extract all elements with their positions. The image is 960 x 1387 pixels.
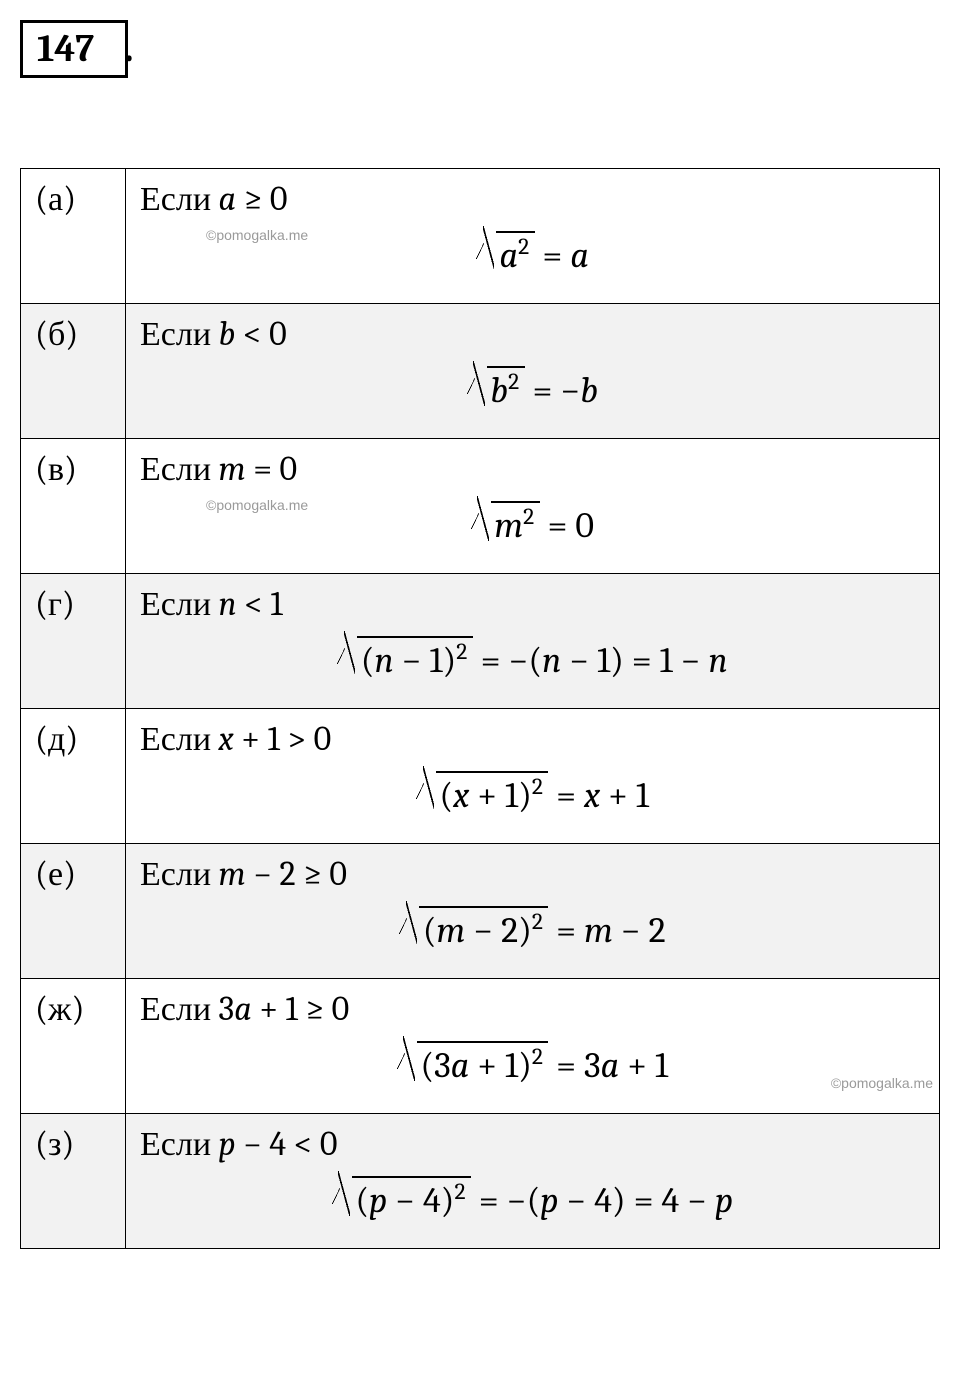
row-label: (ж) <box>21 979 126 1114</box>
sqrt-icon: (x + 1)2 <box>416 769 548 823</box>
row-label: (в) <box>21 439 126 574</box>
formula: (m − 2)2 = m − 2 <box>140 900 925 962</box>
condition: Если m = 0 <box>140 449 925 489</box>
sqrt-radicand: (n − 1)2 <box>357 636 473 685</box>
sqrt-icon: a2 <box>476 229 534 283</box>
condition: Если m − 2 ≥ 0 <box>140 854 925 894</box>
condition: Если p − 4 < 0 <box>140 1124 925 1164</box>
condition: Если a ≥ 0 <box>140 179 925 219</box>
watermark: ©pomogalka.me <box>206 497 308 513</box>
formula-rhs: = m − 2 <box>548 910 665 951</box>
formula-rhs: = x + 1 <box>548 775 649 816</box>
condition: Если 3a + 1 ≥ 0 <box>140 989 925 1029</box>
row-label: (а) <box>21 169 126 304</box>
formula: (x + 1)2 = x + 1 <box>140 765 925 827</box>
formula-rhs: = 3a + 1 <box>548 1045 668 1086</box>
formula: (p − 4)2 = −(p − 4) = 4 − p <box>140 1170 925 1232</box>
condition-prefix: Если <box>140 314 219 354</box>
condition-prefix: Если <box>140 989 219 1029</box>
row-content: Если m = 0 ©pomogalka.me m2 = 0 <box>126 439 940 574</box>
sqrt-icon: (p − 4)2 <box>332 1174 471 1228</box>
problem-number: 147 <box>37 27 94 71</box>
solutions-table: (а)Если a ≥ 0©pomogalka.mea2 = a(б)Если … <box>20 168 940 1249</box>
sqrt-radicand: (m − 2)2 <box>419 906 548 955</box>
watermark: ©pomogalka.me <box>831 1075 933 1091</box>
problem-number-box: 147 <box>20 20 128 78</box>
sqrt-radicand: a2 <box>496 231 535 280</box>
row-content: Если p − 4 < 0 (p − 4)2 = −(p − 4) = 4 − … <box>126 1114 940 1249</box>
condition-prefix: Если <box>140 854 219 894</box>
condition-math: n < 1 <box>219 584 283 624</box>
row-content: Если m − 2 ≥ 0 (m − 2)2 = m − 2 <box>126 844 940 979</box>
row-label: (б) <box>21 304 126 439</box>
condition-math: p − 4 < 0 <box>219 1124 338 1164</box>
table-row: (в) Если m = 0 ©pomogalka.me m2 = 0 <box>21 439 940 574</box>
formula-rhs: = 0 <box>540 505 594 546</box>
sqrt-icon: b2 <box>467 364 525 418</box>
sqrt-radicand: (p − 4)2 <box>352 1176 471 1225</box>
formula: (n − 1)2 = −(n − 1) = 1 − n <box>140 630 925 692</box>
row-label: (г) <box>21 574 126 709</box>
table-row: (ж)Если 3a + 1 ≥ 0©pomogalka.me(3a + 1)2… <box>21 979 940 1114</box>
row-content: Если b < 0 b2 = −b <box>126 304 940 439</box>
condition-prefix: Если <box>140 584 219 624</box>
condition: Если x + 1 > 0 <box>140 719 925 759</box>
row-label: (з) <box>21 1114 126 1249</box>
row-content: Если x + 1 > 0 (x + 1)2 = x + 1 <box>126 709 940 844</box>
sqrt-radicand: (x + 1)2 <box>436 771 548 820</box>
sqrt-icon: (m − 2)2 <box>399 904 548 958</box>
condition: Если b < 0 <box>140 314 925 354</box>
row-label: (е) <box>21 844 126 979</box>
condition-prefix: Если <box>140 179 219 219</box>
formula: (3a + 1)2 = 3a + 1 <box>140 1035 925 1097</box>
formula-rhs: = a <box>535 235 589 276</box>
row-content: Если n < 1 (n − 1)2 = −(n − 1) = 1 − n <box>126 574 940 709</box>
formula-rhs: = −(n − 1) = 1 − n <box>473 640 728 681</box>
formula: b2 = −b <box>140 360 925 422</box>
condition-prefix: Если <box>140 1124 219 1164</box>
condition-math: x + 1 > 0 <box>219 719 332 759</box>
sqrt-icon: (n − 1)2 <box>337 634 472 688</box>
condition-math: b < 0 <box>219 314 287 354</box>
condition-math: 3a + 1 ≥ 0 <box>219 989 350 1029</box>
row-content: Если 3a + 1 ≥ 0©pomogalka.me(3a + 1)2 = … <box>126 979 940 1114</box>
sqrt-radicand: b2 <box>487 366 525 415</box>
table-row: (а) Если a ≥ 0 ©pomogalka.me a2 = a <box>21 169 940 304</box>
row-content: Если a ≥ 0 ©pomogalka.me a2 = a <box>126 169 940 304</box>
condition-math: m = 0 <box>219 449 298 489</box>
sqrt-icon: (3a + 1)2 <box>397 1039 548 1093</box>
condition-math: m − 2 ≥ 0 <box>219 854 347 894</box>
sqrt-radicand: m2 <box>491 501 540 550</box>
table-row: (е) Если m − 2 ≥ 0 (m − 2)2 = m − 2 <box>21 844 940 979</box>
condition-math: a ≥ 0 <box>219 179 288 219</box>
condition-prefix: Если <box>140 449 219 489</box>
sqrt-radicand: (3a + 1)2 <box>417 1041 549 1090</box>
watermark: ©pomogalka.me <box>206 227 308 243</box>
table-row: (з) Если p − 4 < 0 (p − 4)2 = −(p − 4) = 4… <box>21 1114 940 1249</box>
condition: Если n < 1 <box>140 584 925 624</box>
formula-rhs: = −b <box>525 370 599 411</box>
sqrt-icon: m2 <box>471 499 540 553</box>
table-row: (б) Если b < 0 b2 = −b <box>21 304 940 439</box>
table-row: (д) Если x + 1 > 0 (x + 1)2 = x + 1 <box>21 709 940 844</box>
row-label: (д) <box>21 709 126 844</box>
condition-prefix: Если <box>140 719 219 759</box>
table-row: (г) Если n < 1 (n − 1)2 = −(n − 1) = 1 − n <box>21 574 940 709</box>
formula-rhs: = −(p − 4) = 4 − p <box>471 1180 733 1221</box>
